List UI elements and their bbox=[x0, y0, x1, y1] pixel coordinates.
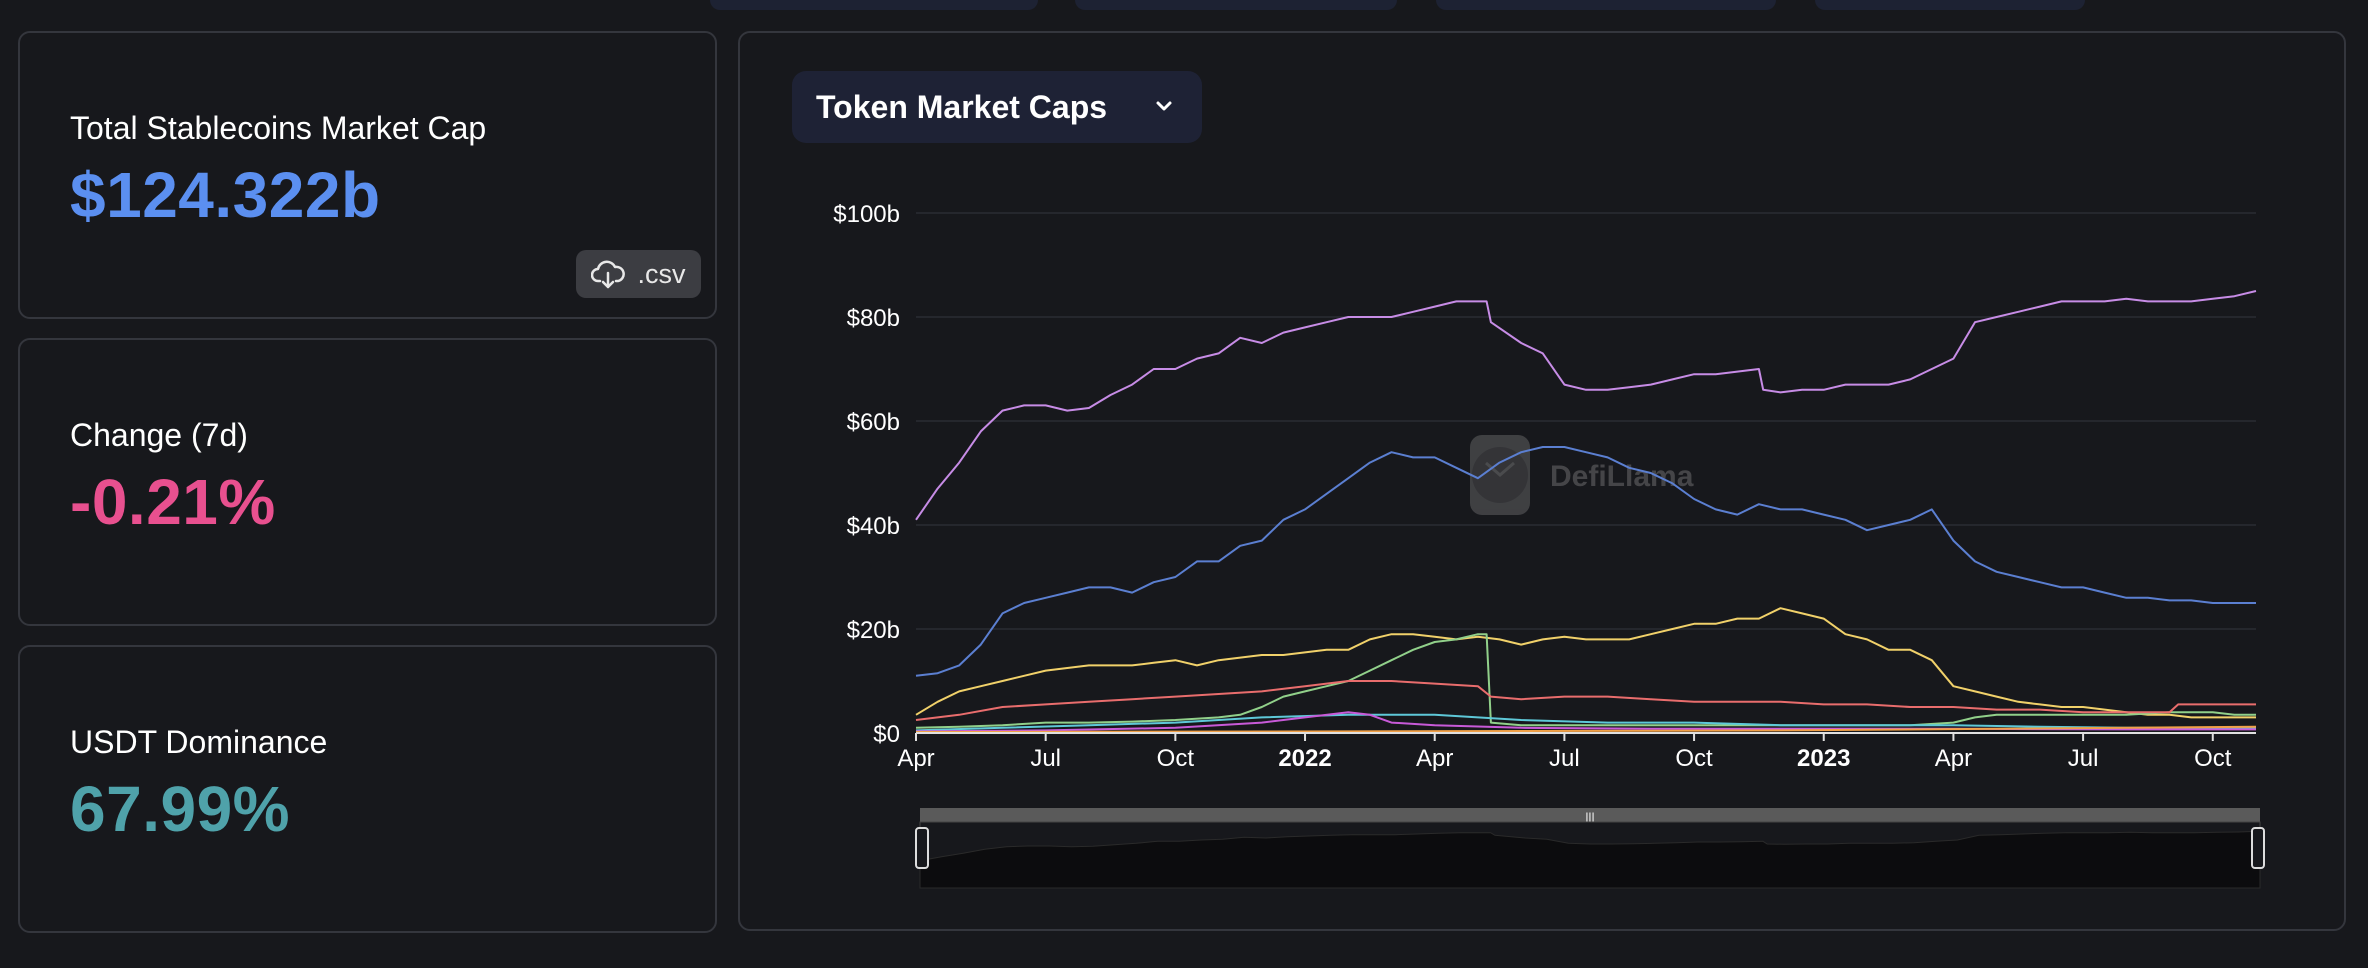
market-cap-label: Total Stablecoins Market Cap bbox=[70, 110, 487, 146]
range-slider-track[interactable] bbox=[920, 808, 2260, 822]
series-line-5[interactable] bbox=[915, 680, 2256, 721]
x-tick-label: 2022 bbox=[1278, 745, 1331, 772]
top-nav-tab-4[interactable] bbox=[1815, 0, 2085, 10]
change-card: Change (7d) -0.21% bbox=[18, 338, 717, 626]
x-tick-label: Oct bbox=[2194, 745, 2232, 772]
watermark-text: DefiLlama bbox=[1550, 460, 1694, 493]
x-tick-label: 2023 bbox=[1797, 745, 1850, 772]
series-line-3[interactable] bbox=[915, 607, 2256, 719]
chart-panel: Token Market Caps DefiLlama Apr Jul Oct 202… bbox=[738, 31, 2346, 931]
range-slider-grip[interactable]: ||| bbox=[1585, 810, 1594, 824]
y-tick-label: $100b bbox=[833, 201, 900, 228]
series-line-1[interactable] bbox=[915, 290, 2257, 521]
series-line-2[interactable] bbox=[915, 446, 2256, 677]
defillama-watermark: DefiLlama bbox=[1470, 435, 1694, 515]
x-tick-label: Apr bbox=[897, 745, 934, 772]
x-tick-label: Jul bbox=[1549, 745, 1580, 772]
x-tick-label: Apr bbox=[1416, 745, 1453, 772]
chart-type-label: Token Market Caps bbox=[816, 88, 1108, 125]
change-value: -0.21% bbox=[70, 466, 276, 538]
cloud-download-icon bbox=[591, 260, 626, 289]
y-tick-label: $0 bbox=[873, 721, 900, 748]
series-line-8[interactable] bbox=[915, 725, 2257, 733]
download-csv-button[interactable]: .csv bbox=[576, 250, 701, 298]
dominance-value: 67.99% bbox=[70, 773, 291, 845]
x-tick-label: Jul bbox=[1030, 745, 1061, 772]
market-cap-value: $124.322b bbox=[70, 159, 381, 231]
dominance-label: USDT Dominance bbox=[70, 724, 328, 760]
y-tick-label: $80b bbox=[847, 305, 900, 332]
y-tick-label: $20b bbox=[847, 617, 900, 644]
range-slider-left-handle[interactable] bbox=[915, 827, 929, 869]
series-line-6[interactable] bbox=[915, 713, 2256, 732]
x-tick-label: Oct bbox=[1675, 745, 1713, 772]
range-slider-right-handle[interactable] bbox=[2251, 827, 2265, 869]
series-line-4[interactable] bbox=[915, 633, 2256, 729]
y-tick-label: $40b bbox=[847, 513, 900, 540]
dominance-card: USDT Dominance 67.99% bbox=[18, 645, 717, 933]
x-tick-label: Jul bbox=[2068, 745, 2099, 772]
range-slider-preview bbox=[919, 830, 2261, 889]
market-cap-chart[interactable]: DefiLlama Apr Jul Oct 2022 Apr Jul Oct 2023 Apr J… bbox=[740, 33, 2344, 929]
chart-type-dropdown[interactable]: Token Market Caps bbox=[792, 71, 1202, 143]
csv-button-label: .csv bbox=[637, 258, 686, 289]
x-tick-label: Apr bbox=[1935, 745, 1972, 772]
chevron-down-icon bbox=[1156, 101, 1172, 111]
range-slider[interactable]: ||| bbox=[915, 808, 2265, 889]
llama-logo-icon bbox=[1470, 435, 1530, 515]
change-label: Change (7d) bbox=[70, 417, 248, 453]
y-tick-label: $60b bbox=[847, 409, 900, 436]
top-nav-tab-1[interactable] bbox=[710, 0, 1038, 10]
market-cap-card: Total Stablecoins Market Cap $124.322b .… bbox=[18, 31, 717, 319]
top-nav-tab-3[interactable] bbox=[1436, 0, 1776, 10]
top-nav-tab-2[interactable] bbox=[1075, 0, 1397, 10]
x-tick-label: Oct bbox=[1157, 745, 1195, 772]
